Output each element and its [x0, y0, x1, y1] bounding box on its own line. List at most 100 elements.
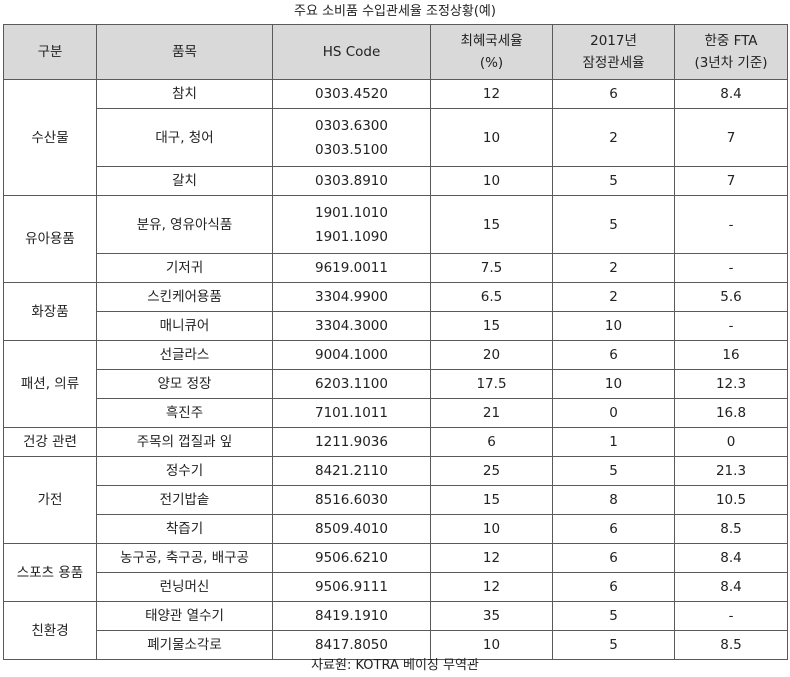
- fta-rate-cell: 8.5: [674, 630, 788, 660]
- item-cell: 스킨케어용품: [96, 282, 273, 312]
- mfn-rate-cell: 10: [430, 166, 553, 196]
- interim-rate-cell: 6: [552, 543, 675, 573]
- table-row: 양모 정장 6203.1100 17.5 10 12.3: [4, 369, 788, 399]
- table-row: 스포츠 용품 농구공, 축구공, 배구공 9506.6210 12 6 8.4: [3, 543, 788, 602]
- category-cell: 스포츠 용품: [3, 543, 97, 602]
- interim-rate-cell: 8: [552, 485, 675, 515]
- fta-rate-cell: 8.4: [674, 543, 788, 573]
- mfn-rate-cell: 15: [430, 311, 553, 341]
- interim-rate-cell: 5: [552, 195, 675, 254]
- interim-rate-cell: 6: [552, 514, 675, 544]
- table-row: 가전 정수기 8421.2110 25 5 21.3: [3, 456, 788, 544]
- mfn-rate-cell: 10: [430, 630, 553, 660]
- hs-code-cell: 0303.6300 0303.5100: [272, 108, 431, 167]
- fta-rate-cell: -: [674, 311, 788, 341]
- fta-rate-cell: 8.4: [674, 572, 788, 602]
- mfn-rate-cell: 21: [430, 398, 553, 428]
- hs-code-line: 1901.1090: [314, 228, 388, 245]
- mfn-rate-cell: 35: [430, 601, 553, 631]
- hs-code-cell: 9506.9111: [272, 572, 431, 602]
- header-category: 구분: [3, 24, 97, 80]
- header-fta-rate-line2: (3년차 기준): [694, 55, 768, 71]
- interim-rate-cell: 10: [552, 369, 675, 399]
- table-row: 폐기물소각로 8417.8050 10 5 8.5: [4, 630, 788, 660]
- mfn-rate-cell: 25: [430, 456, 553, 486]
- hs-code-line: 0303.6300: [314, 117, 388, 134]
- table-row: 대구, 청어 0303.6300 0303.5100 10 2 7: [4, 108, 788, 167]
- hs-code-cell: 7101.1011: [272, 398, 431, 428]
- fta-rate-cell: 5.6: [674, 282, 788, 312]
- item-cell: 태양관 열수기: [96, 601, 273, 631]
- table-title: 주요 소비품 수입관세율 조정상황(예): [294, 4, 496, 19]
- item-cell: 주목의 껍질과 잎: [96, 427, 273, 457]
- table-body: 수산물 참치 0303.4520 12 6 8.4 대구, 청어 0303.63…: [3, 79, 788, 660]
- header-interim-rate: 2017년 잠정관세율: [552, 24, 675, 80]
- hs-code-cell: 6203.1100: [272, 369, 431, 399]
- mfn-rate-cell: 12: [430, 543, 553, 573]
- item-cell: 전기밥솥: [96, 485, 273, 515]
- mfn-rate-cell: 17.5: [430, 369, 553, 399]
- item-cell: 분유, 영유아식품: [96, 195, 273, 254]
- table-row: 런닝머신 9506.9111 12 6 8.4: [4, 572, 788, 602]
- fta-rate-cell: 16: [674, 340, 788, 370]
- table-row: 패션, 의류 선글라스 9004.1000 20 6 16: [3, 340, 788, 428]
- table-row: 흑진주 7101.1011 21 0 16.8: [4, 398, 788, 428]
- hs-code-line: 1901.1010: [314, 204, 388, 221]
- category-cell: 건강 관련: [3, 427, 97, 457]
- mfn-rate-cell: 10: [430, 514, 553, 544]
- header-fta-rate: 한중 FTA (3년차 기준): [674, 24, 788, 80]
- mfn-rate-cell: 10: [430, 108, 553, 167]
- table-row: 친환경 태양관 열수기 8419.1910 35 5 -: [3, 601, 788, 660]
- table-row: 건강 관련 주목의 껍질과 잎 1211.9036 6 1 0: [3, 427, 788, 457]
- mfn-rate-cell: 12: [430, 79, 553, 109]
- interim-rate-cell: 6: [552, 572, 675, 602]
- item-cell: 착즙기: [96, 514, 273, 544]
- category-cell: 유아용품: [3, 195, 97, 283]
- item-cell: 기저귀: [96, 253, 273, 283]
- fta-rate-cell: -: [674, 253, 788, 283]
- header-mfn-rate-line2: (%): [479, 55, 504, 71]
- fta-rate-cell: 21.3: [674, 456, 788, 486]
- table-row: 기저귀 9619.0011 7.5 2 -: [4, 253, 788, 283]
- interim-rate-cell: 5: [552, 630, 675, 660]
- item-cell: 양모 정장: [96, 369, 273, 399]
- interim-rate-cell: 0: [552, 398, 675, 428]
- mfn-rate-cell: 20: [430, 340, 553, 370]
- header-hs-code: HS Code: [272, 24, 431, 80]
- fta-rate-cell: 8.5: [674, 514, 788, 544]
- category-cell: 패션, 의류: [3, 340, 97, 428]
- mfn-rate-cell: 12: [430, 572, 553, 602]
- fta-rate-cell: 7: [674, 166, 788, 196]
- hs-code-cell: 3304.3000: [272, 311, 431, 341]
- hs-code-cell: 8516.6030: [272, 485, 431, 515]
- item-cell: 농구공, 축구공, 배구공: [96, 543, 273, 573]
- item-cell: 폐기물소각로: [96, 630, 273, 660]
- hs-code-cell: 3304.9900: [272, 282, 431, 312]
- mfn-rate-cell: 7.5: [430, 253, 553, 283]
- hs-code-cell: 1901.1010 1901.1090: [272, 195, 431, 254]
- source-note: 자료원: KOTRA 베이징 무역관: [311, 658, 479, 673]
- item-cell: 런닝머신: [96, 572, 273, 602]
- item-cell: 갈치: [96, 166, 273, 196]
- item-cell: 대구, 청어: [96, 108, 273, 167]
- tariff-table: 구분 품목 HS Code 최혜국세율 (%) 2017년 잠정관세율 한중 F…: [3, 24, 788, 660]
- fta-rate-cell: 16.8: [674, 398, 788, 428]
- fta-rate-cell: 12.3: [674, 369, 788, 399]
- item-cell: 흑진주: [96, 398, 273, 428]
- header-mfn-rate: 최혜국세율 (%): [430, 24, 553, 80]
- category-cell: 가전: [3, 456, 97, 544]
- item-cell: 매니큐어: [96, 311, 273, 341]
- interim-rate-cell: 2: [552, 282, 675, 312]
- header-mfn-rate-line1: 최혜국세율: [460, 33, 523, 49]
- hs-code-cell: 0303.4520: [272, 79, 431, 109]
- fta-rate-cell: -: [674, 601, 788, 631]
- interim-rate-cell: 5: [552, 601, 675, 631]
- mfn-rate-cell: 6: [430, 427, 553, 457]
- interim-rate-cell: 5: [552, 166, 675, 196]
- hs-code-cell: 8417.8050: [272, 630, 431, 660]
- table-row: 수산물 참치 0303.4520 12 6 8.4: [3, 79, 788, 196]
- hs-code-cell: 9619.0011: [272, 253, 431, 283]
- header-fta-rate-line1: 한중 FTA: [704, 33, 758, 49]
- table-row: 유아용품 분유, 영유아식품 1901.1010 1901.1090 15 5 …: [3, 195, 788, 283]
- category-cell: 화장품: [3, 282, 97, 341]
